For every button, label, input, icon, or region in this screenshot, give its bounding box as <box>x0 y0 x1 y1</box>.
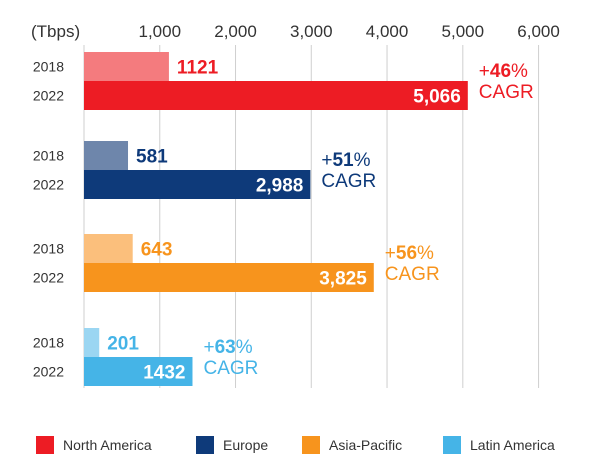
x-tick-label: 2,000 <box>214 22 257 41</box>
growth-caption: CAGR <box>479 82 534 103</box>
series-group: 2018 581 2022 2,988 +51%CAGR <box>33 141 376 199</box>
bar-2018 <box>84 52 169 81</box>
growth-suffix: % <box>354 150 371 171</box>
value-label: 581 <box>136 147 168 168</box>
value-label: 201 <box>107 334 139 355</box>
x-tick-label: 1,000 <box>138 22 181 41</box>
value-label: 2,988 <box>256 176 304 197</box>
year-label: 2022 <box>33 177 64 193</box>
bar-2022 <box>84 81 468 110</box>
year-label: 2018 <box>33 148 64 164</box>
growth-prefix: + <box>479 61 490 82</box>
year-label: 2018 <box>33 59 64 75</box>
series-group: 2018 643 2022 3,825 +56%CAGR <box>33 234 440 292</box>
legend-label: North America <box>63 437 152 453</box>
value-label: 1432 <box>143 363 185 384</box>
growth-number: 46 <box>490 61 511 82</box>
series-group: 2018 1121 2022 5,066 +46%CAGR <box>33 52 534 110</box>
x-tick-label: 4,000 <box>366 22 409 41</box>
growth-number: 56 <box>396 243 417 264</box>
x-tick-label: 5,000 <box>442 22 485 41</box>
growth-caption: CAGR <box>203 358 258 379</box>
series-group: 2018 201 2022 1432 +63%CAGR <box>33 328 258 386</box>
growth-prefix: + <box>385 243 396 264</box>
legend-item: Asia-Pacific <box>302 430 402 460</box>
bar-2022 <box>84 170 311 199</box>
growth-suffix: % <box>236 337 253 358</box>
year-label: 2018 <box>33 241 64 257</box>
x-tick-label: 3,000 <box>290 22 333 41</box>
year-label: 2022 <box>33 270 64 286</box>
growth-caption: CAGR <box>321 171 376 192</box>
value-label: 643 <box>141 240 173 261</box>
year-label: 2018 <box>33 335 64 351</box>
bar-2018 <box>84 234 133 263</box>
growth-value: +56% <box>385 243 434 264</box>
legend-swatch <box>443 436 461 454</box>
legend-label: Asia-Pacific <box>329 437 403 453</box>
legend-label: Europe <box>223 437 269 453</box>
bar-2022 <box>84 357 193 386</box>
growth-number: 51 <box>332 150 354 171</box>
legend-item: Europe <box>196 430 268 460</box>
growth-suffix: % <box>417 243 434 264</box>
legend-swatch <box>36 436 54 454</box>
bar-2022 <box>84 263 374 292</box>
growth-value: +46% <box>479 61 528 82</box>
legend-label: Latin America <box>470 437 555 453</box>
legend: North America Europe Asia-Pacific Latin Ame… <box>0 430 589 460</box>
year-label: 2022 <box>33 88 64 104</box>
growth-value: +51% <box>321 150 370 171</box>
bar-2018 <box>84 141 129 170</box>
legend-item: North America <box>36 430 152 460</box>
value-label: 3,825 <box>319 269 367 290</box>
growth-caption: CAGR <box>385 264 440 285</box>
growth-value: +63% <box>203 337 252 358</box>
x-tick-label: 6,000 <box>517 22 560 41</box>
value-label: 5,066 <box>413 87 461 108</box>
bar-2018 <box>84 328 100 357</box>
unit-label: (Tbps) <box>31 22 80 41</box>
growth-number: 63 <box>215 337 236 358</box>
growth-prefix: + <box>203 337 214 358</box>
legend-item: Latin America <box>443 430 555 460</box>
value-label: 1121 <box>177 58 219 79</box>
x-axis: (Tbps) 1,000 2,000 3,000 4,000 5,000 6,000 <box>31 22 560 41</box>
growth-prefix: + <box>321 150 332 171</box>
legend-swatch <box>302 436 320 454</box>
growth-suffix: % <box>511 61 528 82</box>
legend-swatch <box>196 436 214 454</box>
year-label: 2022 <box>33 364 64 380</box>
